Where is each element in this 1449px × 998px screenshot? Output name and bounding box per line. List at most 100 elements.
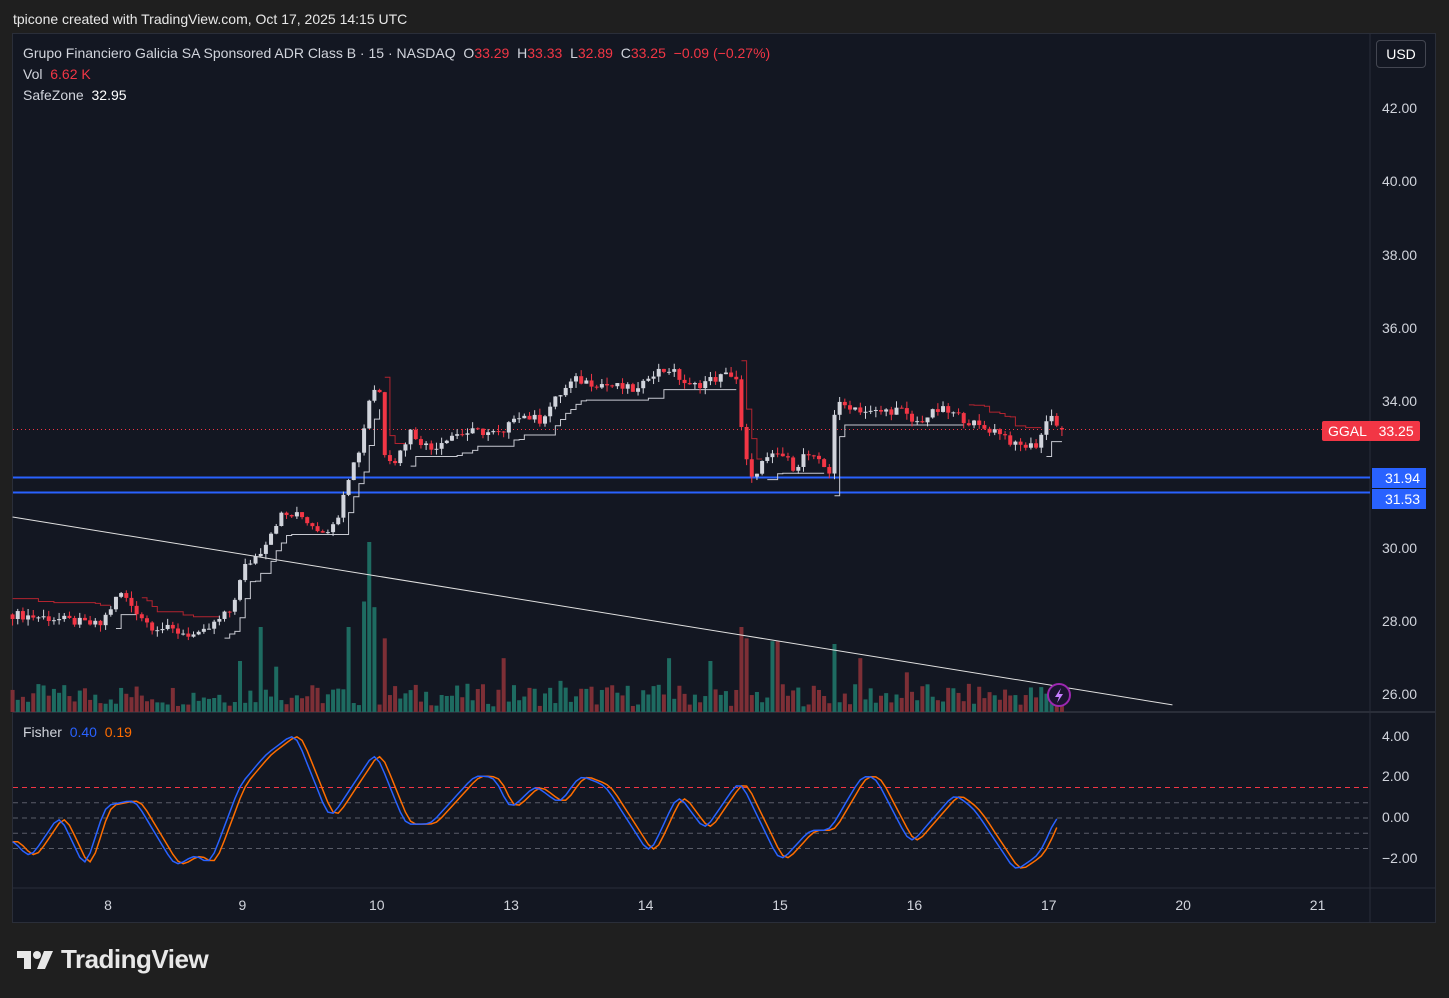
- price-axis-tick: 30.00: [1382, 539, 1418, 556]
- volume-bar: [527, 687, 532, 712]
- candle: [760, 460, 765, 476]
- candle-body: [770, 453, 775, 458]
- candle: [832, 410, 837, 480]
- candle-body: [243, 564, 248, 581]
- volume-bar: [760, 702, 765, 712]
- candle-body: [201, 628, 206, 632]
- volume-bar: [501, 658, 506, 712]
- candle: [806, 450, 811, 461]
- candle-body: [305, 517, 310, 524]
- fisher-axis-tick: 4.00: [1382, 727, 1410, 744]
- candle-body: [72, 617, 77, 625]
- volume-bar: [248, 690, 253, 712]
- trendline: [12, 516, 1173, 706]
- volume-legend[interactable]: Vol 6.62 K: [23, 66, 91, 82]
- safezone-line: [141, 597, 220, 618]
- volume-bar: [636, 704, 641, 712]
- volume-bar: [558, 680, 563, 712]
- candle: [1049, 409, 1054, 426]
- candle-body: [966, 423, 971, 426]
- tradingview-logo[interactable]: TradingView: [15, 944, 209, 975]
- candle-body: [765, 457, 770, 461]
- volume-bar: [661, 694, 666, 712]
- volume-bar: [785, 695, 790, 712]
- candle: [636, 382, 641, 396]
- volume-bar: [341, 689, 346, 712]
- volume-bar: [599, 689, 604, 712]
- candle: [367, 399, 372, 429]
- candle: [599, 379, 604, 389]
- volume-bar: [20, 696, 25, 712]
- candle-body: [356, 452, 361, 463]
- volume-bar: [424, 691, 429, 712]
- candle: [729, 367, 734, 378]
- volume-bar: [465, 683, 470, 712]
- candle: [1044, 415, 1049, 441]
- candle: [811, 454, 816, 460]
- candle: [51, 617, 56, 625]
- volume-bar: [868, 688, 873, 712]
- candle-body: [465, 433, 470, 435]
- candle-body: [408, 429, 413, 445]
- time-axis-tick: 15: [772, 897, 788, 913]
- volume-bar: [563, 687, 568, 712]
- candle-body: [827, 467, 832, 474]
- candle-body: [568, 381, 573, 388]
- volume-bar: [98, 703, 103, 712]
- candle-body: [816, 455, 821, 460]
- candle-body: [486, 432, 491, 435]
- candle-body: [656, 368, 661, 377]
- candle: [904, 401, 909, 420]
- volume-bar: [775, 641, 780, 712]
- candle: [682, 374, 687, 389]
- candle-body: [651, 376, 656, 379]
- candle: [698, 380, 703, 394]
- candle-body: [491, 431, 496, 433]
- candle: [910, 410, 915, 427]
- volume-bar: [729, 705, 734, 712]
- candle: [201, 624, 206, 634]
- candle-body: [558, 395, 563, 397]
- candle: [124, 590, 129, 602]
- candle: [243, 558, 248, 583]
- volume-bar: [574, 696, 579, 712]
- candle-body: [217, 618, 222, 622]
- volume-bar: [522, 696, 527, 712]
- candle: [310, 522, 315, 530]
- candle-body: [82, 617, 87, 621]
- candle: [646, 375, 651, 382]
- candle-body: [698, 383, 703, 389]
- volume-bar: [625, 685, 630, 712]
- volume-bar: [543, 693, 548, 712]
- volume-bar: [511, 685, 516, 712]
- candle: [775, 447, 780, 458]
- candle-body: [563, 387, 568, 396]
- candle: [82, 614, 87, 621]
- candle-body: [749, 459, 754, 477]
- candle: [656, 363, 661, 382]
- candle: [527, 412, 532, 420]
- symbol-title[interactable]: Grupo Financiero Galicia SA Sponsored AD…: [23, 45, 456, 61]
- volume-bar: [677, 685, 682, 712]
- candle: [1018, 438, 1023, 452]
- currency-button[interactable]: USD: [1376, 40, 1426, 68]
- candle-body: [667, 371, 672, 373]
- volume-bar: [480, 684, 485, 712]
- candle: [460, 429, 465, 437]
- volume-bar: [1034, 697, 1039, 712]
- volume-bar: [956, 692, 961, 712]
- candle-body: [785, 456, 790, 458]
- volume-bar: [615, 692, 620, 712]
- fisher-legend[interactable]: Fisher 0.40 0.19: [23, 724, 132, 740]
- volume-bar: [165, 704, 170, 712]
- candle: [475, 427, 480, 430]
- candle: [672, 363, 677, 377]
- safezone-legend[interactable]: SafeZone 32.95: [23, 87, 127, 103]
- candle: [651, 371, 656, 385]
- candle: [377, 388, 382, 393]
- volume-bar: [517, 700, 522, 712]
- price-axis-tick: 28.00: [1382, 612, 1418, 629]
- volume-bar: [966, 683, 971, 712]
- candle: [212, 619, 217, 635]
